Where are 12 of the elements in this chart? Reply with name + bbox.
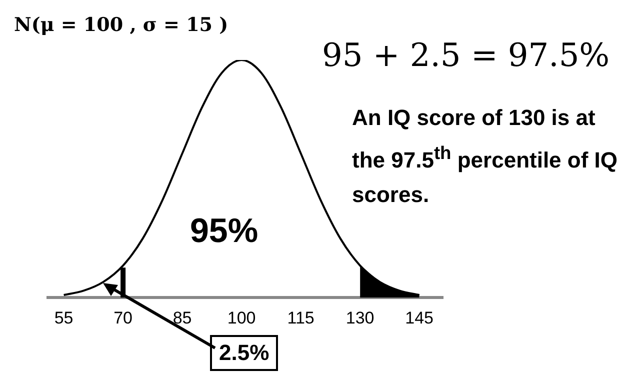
chart-title: N(μ = 100 , σ = 15 ) — [14, 14, 228, 36]
annotation: 95% — [190, 212, 258, 251]
x-tick-label: 100 — [227, 308, 256, 328]
x-tick-label: 70 — [114, 308, 133, 328]
text: An IQ score of 130 is at the 97.5$^{th}$ percentile of IQ scores. — [352, 105, 618, 208]
x-tick-label: 85 — [172, 308, 192, 328]
x-tick-label: 55 — [54, 308, 74, 328]
x-tick-label: 145 — [405, 308, 434, 328]
text: 2.5% — [210, 335, 278, 371]
x-tick-label: 115 — [287, 308, 314, 328]
chart-subtitle: 95 + 2.5 = 97.5% — [322, 36, 610, 74]
x-tick-label: 130 — [346, 308, 374, 328]
